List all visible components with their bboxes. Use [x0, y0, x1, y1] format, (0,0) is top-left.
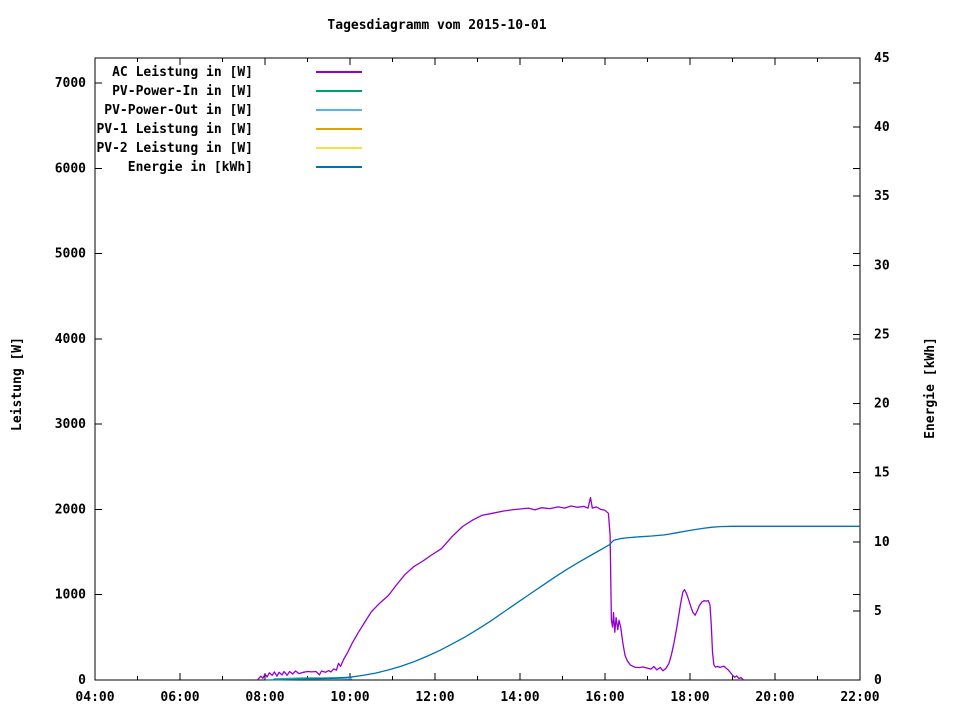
y-right-tick-label: 20: [874, 397, 890, 412]
y-right-tick-label: 35: [874, 189, 890, 204]
y-left-tick-label: 0: [78, 673, 86, 688]
legend-item-energie: Energie in [kWh]: [128, 160, 362, 175]
x-tick-label: 22:00: [840, 690, 879, 705]
y-right-tick-label: 40: [874, 120, 890, 135]
x-tick-label: 04:00: [75, 690, 114, 705]
legend-label: PV-2 Leistung in [W]: [96, 141, 253, 156]
x-tick-label: 12:00: [415, 690, 454, 705]
x-axis-ticks: 04:00 06:00 08:00 10:00 12:00 14:00 16:00 18:00…: [75, 58, 880, 705]
y-axis-label-left: Leistung [W]: [9, 337, 25, 431]
chart-title: Tagesdiagramm vom 2015-10-01: [327, 18, 547, 33]
legend-label: PV-Power-In in [W]: [112, 84, 253, 99]
y-left-ticks: 0 1000 2000 3000 4000 5000 6000 7000: [55, 76, 860, 688]
y-left-tick-label: 2000: [55, 502, 86, 517]
x-tick-label: 16:00: [585, 690, 624, 705]
y-right-tick-label: 30: [874, 258, 890, 273]
x-tick-label: 10:00: [330, 690, 369, 705]
legend-item-pv1-leistung: PV-1 Leistung in [W]: [96, 122, 362, 137]
y-left-tick-label: 5000: [55, 247, 86, 262]
x-tick-label: 06:00: [160, 690, 199, 705]
legend-label: Energie in [kWh]: [128, 160, 253, 175]
y-right-tick-label: 5: [874, 604, 882, 619]
legend-label: AC Leistung in [W]: [112, 65, 253, 80]
y-left-tick-label: 7000: [55, 76, 86, 91]
y-right-tick-label: 0: [874, 673, 882, 688]
y-left-tick-label: 6000: [55, 161, 86, 176]
y-left-tick-label: 1000: [55, 588, 86, 603]
series-energie: [264, 525, 860, 681]
y-right-tick-label: 15: [874, 466, 890, 481]
y-axis-label-right: Energie [kWh]: [922, 337, 938, 439]
legend-label: PV-1 Leistung in [W]: [96, 122, 253, 137]
series-ac-leistung: [257, 496, 744, 681]
y-right-tick-label: 25: [874, 327, 890, 342]
legend-item-ac-leistung: AC Leistung in [W]: [112, 65, 362, 80]
y-right-tick-label: 10: [874, 535, 890, 550]
y-right-tick-label: 45: [874, 51, 890, 66]
x-tick-label: 14:00: [500, 690, 539, 705]
legend-item-pv-power-in: PV-Power-In in [W]: [112, 84, 362, 99]
legend: AC Leistung in [W] PV-Power-In in [W] PV-P…: [96, 65, 362, 175]
x-tick-label: 18:00: [670, 690, 709, 705]
y-left-tick-label: 4000: [55, 332, 86, 347]
legend-label: PV-Power-Out in [W]: [104, 103, 253, 118]
legend-item-pv-power-out: PV-Power-Out in [W]: [104, 103, 362, 118]
x-tick-label: 20:00: [755, 690, 794, 705]
y-right-ticks: 0 5 10 15 20 25 30 35 40 45: [853, 51, 890, 688]
x-tick-label: 08:00: [245, 690, 284, 705]
y-left-tick-label: 3000: [55, 417, 86, 432]
legend-item-pv2-leistung: PV-2 Leistung in [W]: [96, 141, 362, 156]
